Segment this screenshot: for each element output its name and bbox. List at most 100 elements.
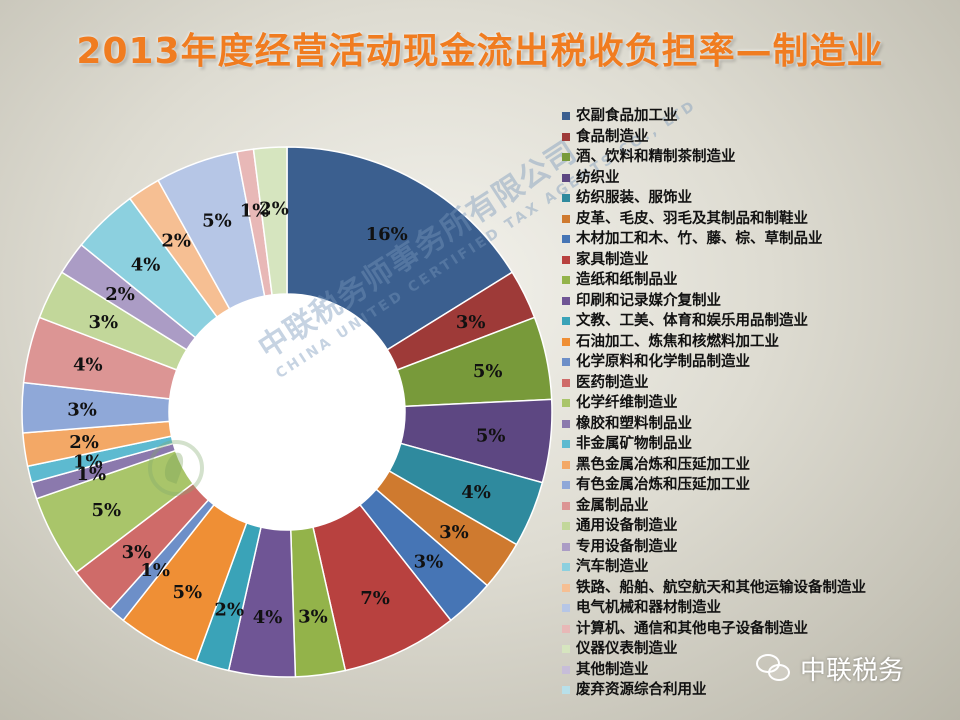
- legend-label: 其他制造业: [576, 660, 649, 678]
- legend-swatch: [562, 522, 570, 531]
- legend-swatch: [562, 337, 570, 346]
- legend-swatch: [562, 563, 570, 572]
- legend-swatch: [562, 132, 570, 141]
- slice-label-25: 5%: [202, 210, 232, 231]
- legend-item: 石油加工、炼焦和核燃料加工业: [562, 332, 960, 353]
- slice-label-12: 5%: [173, 582, 203, 603]
- legend-label: 有色金属冶炼和压延加工业: [576, 476, 750, 493]
- slice-label-15: 5%: [91, 500, 121, 521]
- legend-item: 有色金属冶炼和压延加工业: [562, 475, 960, 496]
- legend-label: 计算机、通信和其他电子设备制造业: [576, 619, 808, 637]
- slice-label-7: 3%: [414, 551, 444, 572]
- legend-item: 橡胶和塑料制品业: [562, 414, 960, 435]
- legend-item: 食品制造业: [562, 127, 960, 148]
- legend-label: 皮革、毛皮、羽毛及其制品和制鞋业: [576, 209, 808, 227]
- slice-label-11: 2%: [214, 600, 244, 621]
- donut-hole: [169, 294, 405, 530]
- legend-item: 家具制造业: [562, 250, 960, 271]
- brand-name: 中联税务: [800, 656, 905, 686]
- legend-item: 汽车制造业: [562, 557, 960, 578]
- slice-label-8: 7%: [360, 588, 390, 609]
- slice-label-10: 4%: [253, 607, 283, 628]
- legend-item: 皮革、毛皮、羽毛及其制品和制鞋业: [562, 209, 960, 230]
- legend-swatch: [562, 501, 570, 510]
- slice-label-5: 4%: [461, 482, 491, 503]
- slice-label-4: 5%: [476, 426, 506, 447]
- legend: 农副食品加工业 食品制造业酒、饮料和精制茶制造业 纺织业纺织服装、服饰业 皮革、毛皮、…: [562, 106, 960, 701]
- legend-label: 石油加工、炼焦和核燃料加工业: [576, 332, 779, 350]
- legend-item: 非金属矿物制品业: [562, 434, 960, 455]
- legend-item: 专用设备制造业: [562, 537, 960, 558]
- legend-label: 纺织业: [576, 168, 620, 186]
- legend-label: 食品制造业: [576, 127, 649, 145]
- legend-item: 铁路、船舶、航空航天和其他运输设备制造业: [562, 578, 960, 599]
- slice-label-13: 1%: [140, 560, 170, 581]
- legend-item: 通用设备制造业: [562, 516, 960, 537]
- legend-item: 仪器仪表制造业: [562, 639, 960, 660]
- legend-label: 化学原料和化学制品制造业: [576, 353, 750, 370]
- legend-label: 橡胶和塑料制品业: [576, 414, 692, 432]
- legend-swatch: [562, 542, 570, 551]
- legend-swatch: [562, 665, 570, 674]
- legend-label: 木材加工和木、竹、藤、棕、草制品业: [576, 230, 823, 247]
- legend-item: 文教、工美、体育和娱乐用品制造业: [562, 311, 960, 332]
- legend-swatch: [562, 624, 570, 633]
- legend-label: 农副食品加工业: [576, 107, 678, 124]
- slice-label-6: 3%: [439, 522, 469, 543]
- legend-item: 电气机械和器材制造业: [562, 598, 960, 619]
- slice-label-1: 16%: [366, 224, 408, 245]
- chart-title: 2013年度经营活动现金流出税收负担率—制造业: [76, 31, 884, 72]
- slice-label-18: 2%: [69, 432, 99, 453]
- slice-label-26: 1%: [240, 201, 270, 222]
- legend-label: 文教、工美、体育和娱乐用品制造业: [576, 312, 808, 329]
- legend-item: 造纸和纸制品业: [562, 270, 960, 291]
- legend-swatch: [562, 255, 570, 264]
- legend-swatch: [562, 194, 570, 203]
- legend-item: 金属制品业: [562, 496, 960, 517]
- slices-group: [21, 146, 553, 678]
- legend-swatch: [562, 317, 570, 326]
- slice-label-17: 1%: [73, 451, 103, 472]
- legend-swatch: [562, 276, 570, 285]
- legend-item: 酒、饮料和精制茶制造业: [562, 147, 960, 168]
- legend-swatch: [562, 153, 570, 162]
- watermark-logo-icon: [148, 440, 204, 496]
- legend-swatch: [562, 173, 570, 182]
- legend-label: 医药制造业: [576, 373, 649, 391]
- slice-label-16: 1%: [76, 464, 106, 485]
- legend-swatch: [562, 399, 570, 408]
- legend-swatch: [562, 214, 570, 223]
- slice-label-9: 3%: [298, 606, 328, 627]
- slice-label-2: 3%: [456, 312, 486, 333]
- legend-item: 化学纤维制造业: [562, 393, 960, 414]
- legend-label: 通用设备制造业: [576, 517, 678, 534]
- legend-item: 化学原料和化学制品制造业: [562, 352, 960, 373]
- legend-label: 仪器仪表制造业: [576, 640, 678, 657]
- legend-swatch: [562, 378, 570, 387]
- slice-label-14: 3%: [122, 542, 152, 563]
- legend-label: 化学纤维制造业: [576, 394, 678, 411]
- legend-item: 纺织业: [562, 168, 960, 189]
- legend-swatch: [562, 112, 570, 121]
- legend-label: 汽车制造业: [576, 558, 649, 575]
- legend-label: 废弃资源综合利用业: [576, 681, 707, 698]
- legend-swatch: [562, 440, 570, 449]
- legend-swatch: [562, 604, 570, 613]
- legend-label: 铁路、船舶、航空航天和其他运输设备制造业: [576, 578, 866, 596]
- legend-swatch: [562, 686, 570, 695]
- slice-label-3: 5%: [473, 361, 503, 382]
- legend-label: 印刷和记录媒介复制业: [576, 291, 721, 309]
- legend-label: 金属制品业: [576, 496, 649, 514]
- legend-item: 纺织服装、服饰业: [562, 188, 960, 209]
- legend-item: 医药制造业: [562, 373, 960, 394]
- brand: 中联税务: [756, 650, 904, 687]
- legend-label: 非金属矿物制品业: [576, 435, 692, 452]
- legend-swatch: [562, 645, 570, 654]
- legend-item: 计算机、通信和其他电子设备制造业: [562, 619, 960, 640]
- legend-item: 农副食品加工业: [562, 106, 960, 127]
- slice-label-27: 2%: [259, 198, 289, 219]
- slice-label-22: 2%: [105, 284, 135, 305]
- legend-label: 黑色金属冶炼和压延加工业: [576, 455, 750, 473]
- legend-label: 电气机械和器材制造业: [576, 599, 721, 616]
- slice-label-23: 4%: [131, 255, 161, 276]
